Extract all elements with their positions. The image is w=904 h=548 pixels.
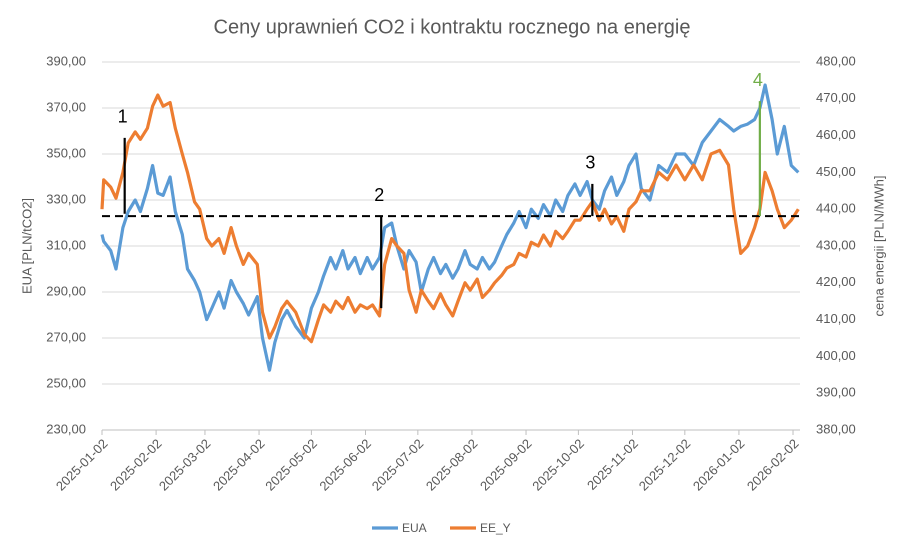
- y2-tick-label: 380,00: [816, 421, 856, 436]
- y-tick-label: 350,00: [46, 145, 86, 160]
- y-tick-label: 250,00: [46, 375, 86, 390]
- annotation-label: 2: [374, 185, 384, 205]
- y2-tick-label: 420,00: [816, 274, 856, 289]
- y2-tick-label: 410,00: [816, 311, 856, 326]
- y-tick-label: 310,00: [46, 237, 86, 252]
- y-tick-label: 290,00: [46, 283, 86, 298]
- y2-tick-label: 390,00: [816, 385, 856, 400]
- y-tick-label: 230,00: [46, 421, 86, 436]
- series-line: [100, 93, 800, 344]
- series-line: [100, 83, 800, 372]
- y2-tick-label: 480,00: [816, 53, 856, 68]
- y-tick-label: 330,00: [46, 191, 86, 206]
- annotation-label: 1: [118, 107, 128, 127]
- y-axis-title: EUA [PLN/tCO2]: [19, 198, 34, 294]
- chart-title: Ceny uprawnień CO2 i kontraktu rocznego …: [214, 16, 691, 38]
- annotation-label: 4: [753, 70, 763, 90]
- y2-tick-label: 450,00: [816, 164, 856, 179]
- y2-tick-label: 400,00: [816, 348, 856, 363]
- y-tick-label: 370,00: [46, 99, 86, 114]
- legend-label: EUA: [402, 521, 427, 535]
- legend-label: EE_Y: [480, 521, 511, 535]
- y2-tick-label: 440,00: [816, 201, 856, 216]
- annotation-label: 3: [585, 153, 595, 173]
- y2-tick-label: 460,00: [816, 127, 856, 142]
- y2-tick-label: 470,00: [816, 90, 856, 105]
- y2-tick-label: 430,00: [816, 237, 856, 252]
- y-tick-label: 390,00: [46, 53, 86, 68]
- y2-axis-title: cena energii [PLN/MWh]: [871, 176, 886, 317]
- y-tick-label: 270,00: [46, 329, 86, 344]
